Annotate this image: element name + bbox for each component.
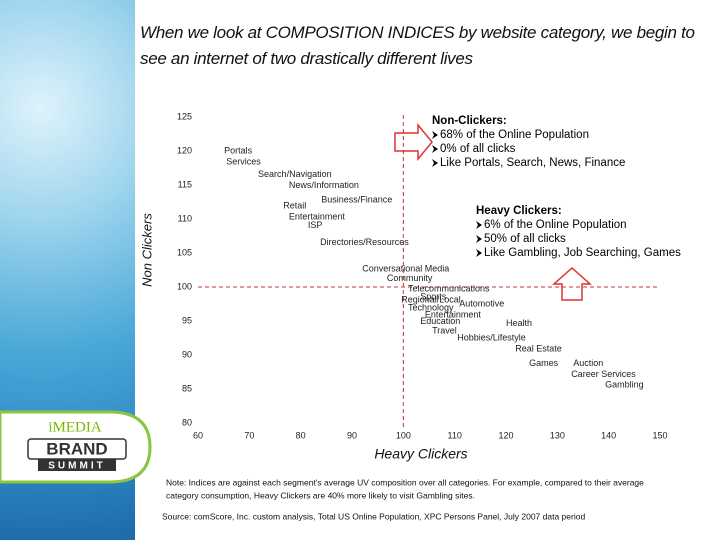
annotation-title: Non-Clickers: [432, 115, 507, 127]
point-label: Services [226, 156, 261, 166]
y-tick-label: 105 [177, 247, 192, 257]
y-tick-label: 85 [182, 383, 192, 393]
annotation-title: Heavy Clickers: [476, 205, 562, 217]
y-tick-label: 115 [178, 179, 192, 189]
y-tick-label: 120 [177, 145, 192, 155]
annotation-line: Like Portals, Search, News, Finance [440, 157, 625, 169]
y-tick-label: 90 [182, 349, 192, 359]
point-label: Games [529, 358, 559, 368]
point-label: News/Information [289, 180, 359, 190]
point-label: Community [387, 273, 433, 283]
annotation-line: 6% of the Online Population [484, 219, 627, 231]
logo-top: iMEDIA [48, 419, 101, 435]
x-axis-label: Heavy Clickers [374, 446, 467, 462]
annotation-line: 0% of all clicks [440, 143, 516, 155]
point-label: Conversational Media [362, 264, 449, 274]
point-label: Technology [408, 302, 454, 312]
bullet-arrow [432, 131, 438, 139]
point-label: Search/Navigation [258, 169, 332, 179]
annotation-line: 50% of all clicks [484, 233, 566, 245]
point-label: Hobbies/Lifestyle [457, 332, 526, 342]
point-label: Auction [573, 358, 603, 368]
note: category consumption, Heavy Clickers are… [166, 490, 475, 500]
y-tick-label: 110 [178, 213, 192, 223]
point-label: Business/Finance [321, 194, 392, 204]
y-axis-label: Non Clickers [139, 213, 154, 287]
bullet-arrow [476, 221, 482, 229]
up-arrow [552, 266, 592, 301]
x-tick-label: 130 [550, 430, 565, 440]
x-tick-label: 90 [347, 430, 357, 440]
x-tick-label: 120 [498, 430, 513, 440]
y-tick-label: 80 [182, 417, 192, 427]
bullet-arrow [476, 249, 482, 257]
right-arrow [394, 122, 433, 162]
logo-band [38, 459, 116, 471]
point-label: Sports [420, 292, 447, 302]
point-label: Health [506, 318, 532, 328]
annotation-line: Like Gambling, Job Searching, Games [484, 247, 681, 259]
bullet-arrow [432, 159, 438, 167]
x-tick-label: 60 [193, 430, 203, 440]
point-label: Entertainment [425, 309, 482, 319]
point-label: Portals [224, 145, 253, 155]
logo-bottom: SUMMIT [48, 461, 105, 472]
point-label: Real Estate [515, 343, 562, 353]
point-label: Travel [432, 326, 457, 336]
point-label: Telecommunications [408, 283, 490, 293]
x-tick-label: 80 [296, 430, 306, 440]
point-label: Directories/Resources [320, 237, 409, 247]
point-label: Education [420, 316, 460, 326]
bullet-arrow [432, 145, 438, 153]
annotation-line: 68% of the Online Population [440, 129, 589, 141]
point-label: Retail [283, 200, 306, 210]
x-tick-label: 150 [652, 430, 667, 440]
note: Note: Indices are against each segment's… [166, 477, 644, 487]
point-label: Regional/Local [401, 294, 461, 304]
y-tick-label: 95 [182, 315, 192, 325]
point-label: Gambling [605, 379, 644, 389]
logo: iMEDIA BRAND SUMMIT [0, 410, 152, 484]
y-tick-label: 125 [177, 111, 192, 121]
bullet-arrow [476, 235, 482, 243]
slide-title: When we look at COMPOSITION INDICES by w… [140, 23, 695, 68]
x-tick-label: 110 [447, 430, 461, 440]
x-tick-label: 140 [601, 430, 616, 440]
point-label: Career Services [571, 369, 636, 379]
logo-middle: BRAND [46, 439, 107, 458]
point-label: ISP [308, 220, 323, 230]
source: Source: comScore, Inc. custom analysis, … [162, 511, 585, 521]
point-label: Automotive [459, 298, 504, 308]
x-tick-label: 70 [244, 430, 254, 440]
y-tick-label: 100 [177, 281, 192, 291]
point-label: Entertainment [289, 211, 346, 221]
x-tick-label: 100 [396, 430, 411, 440]
